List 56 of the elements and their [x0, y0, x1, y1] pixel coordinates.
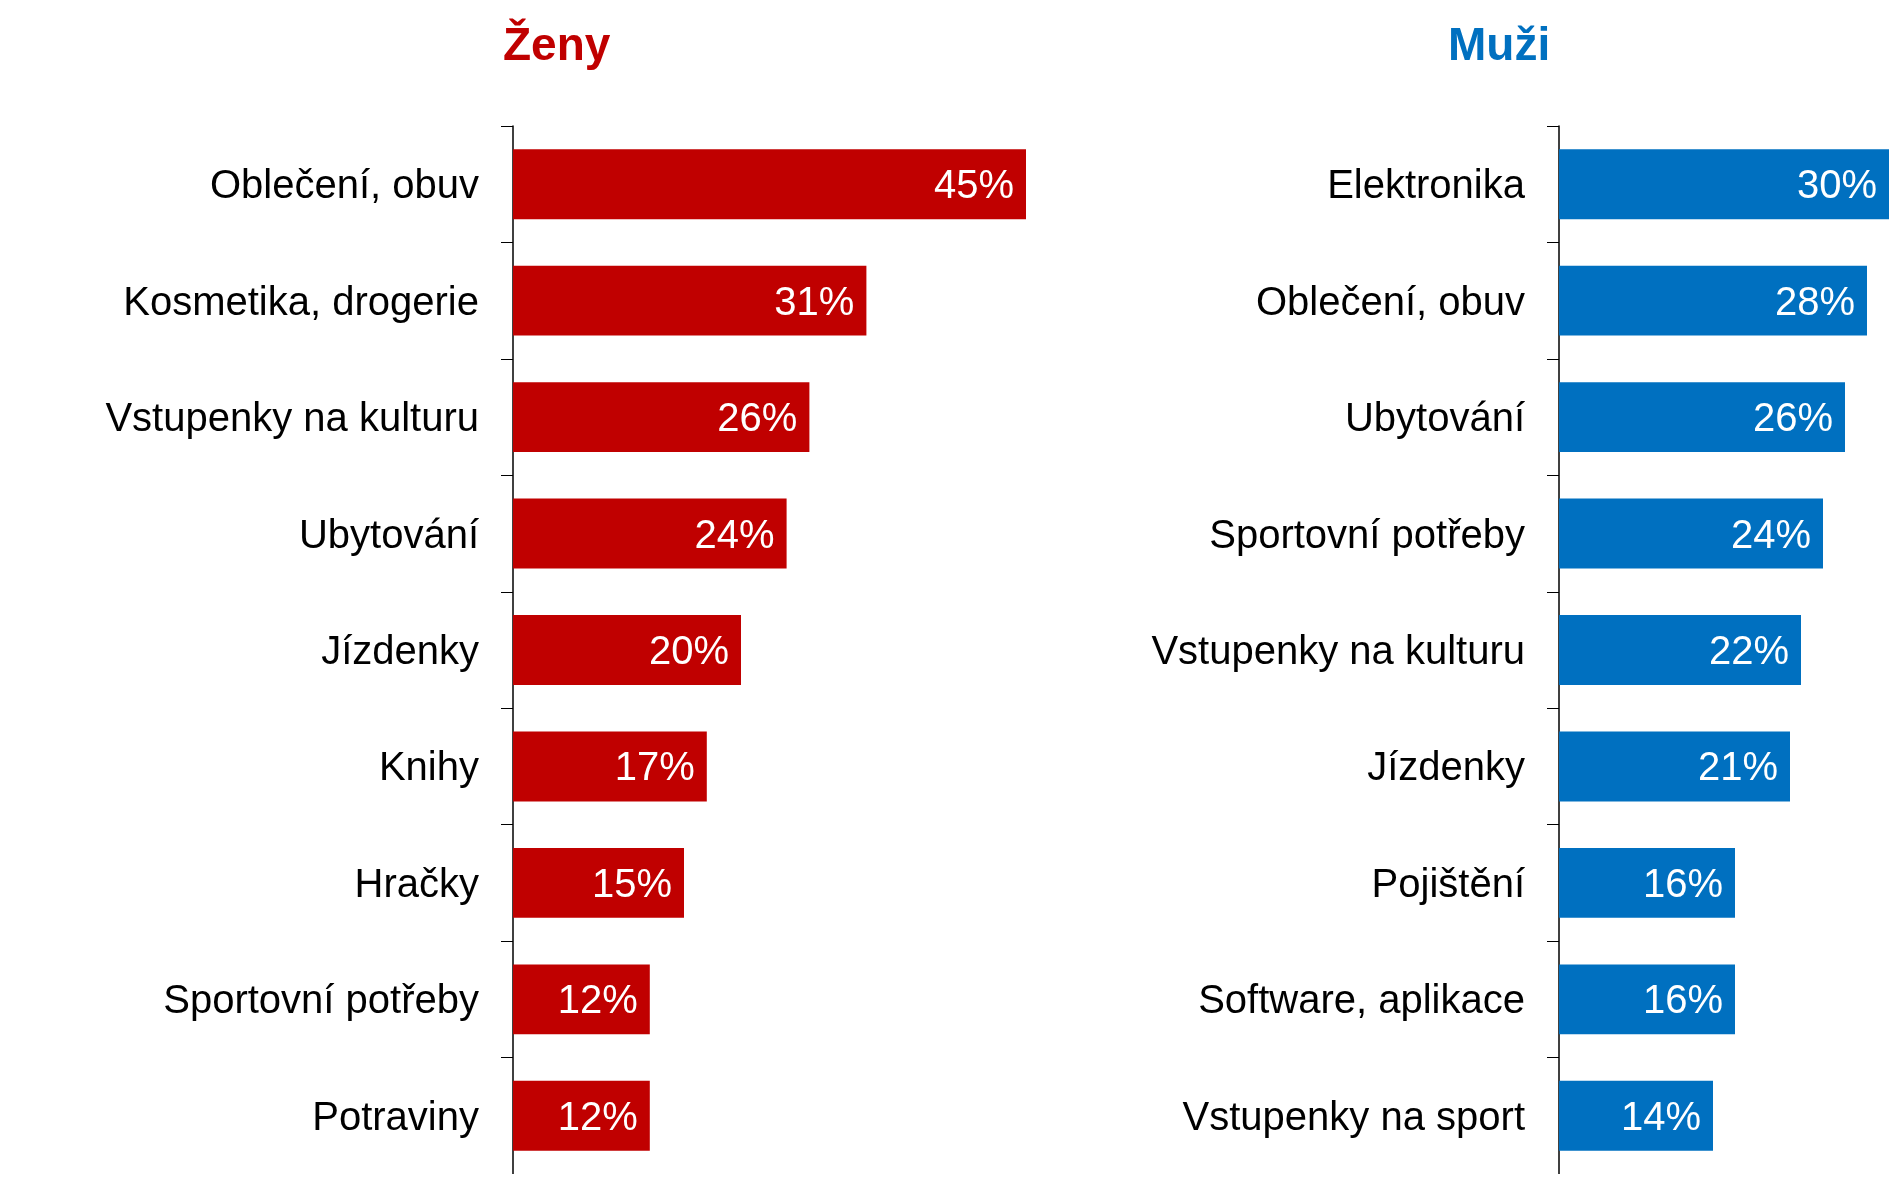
data-label: 28% [1774, 278, 1855, 323]
y-tick-label: Vstupenky na sport [1182, 1093, 1525, 1138]
y-tick-label: Oblečení, obuv [209, 162, 479, 207]
y-tick-label: Hračky [354, 860, 479, 905]
chart-title: Ženy [503, 18, 611, 70]
bar [513, 149, 1026, 220]
data-label: 24% [694, 511, 775, 556]
data-label: 22% [1708, 628, 1789, 672]
data-label: 20% [648, 628, 729, 672]
data-label: 15% [591, 860, 672, 905]
y-tick-label: Vstupenky na kulturu [105, 395, 479, 440]
y-tick-label: Sportovní potřeby [163, 977, 479, 1022]
y-tick-label: Software, aplikace [1198, 977, 1525, 1022]
y-tick-label: Ubytování [298, 511, 479, 556]
bar [1559, 964, 1735, 1035]
data-label: 31% [774, 278, 855, 323]
data-label: 16% [1642, 860, 1723, 905]
bar [513, 382, 810, 453]
y-tick-label: Elektronika [1327, 162, 1526, 207]
data-label: 12% [557, 1093, 638, 1138]
data-label: 45% [933, 162, 1014, 207]
y-tick-label: Jízdenky [1367, 744, 1525, 789]
bar [1559, 382, 1845, 453]
bar [1559, 149, 1889, 220]
data-label: 16% [1642, 977, 1723, 1022]
y-tick-label: Kosmetika, drogerie [123, 278, 479, 323]
data-label: 30% [1796, 162, 1877, 207]
data-label: 24% [1730, 511, 1811, 556]
data-label: 17% [614, 744, 695, 789]
data-label: 26% [717, 395, 798, 440]
y-tick-label: Sportovní potřeby [1209, 511, 1525, 556]
bar [1559, 615, 1801, 685]
bar [513, 498, 787, 569]
y-tick-label: Vstupenky na kulturu [1151, 628, 1525, 672]
bar [1559, 1080, 1713, 1151]
bar [1559, 731, 1790, 802]
bar [1559, 498, 1823, 569]
bar [1559, 847, 1735, 918]
bar [513, 731, 707, 802]
bar [513, 265, 867, 336]
bar [513, 615, 741, 685]
bar [513, 964, 650, 1035]
chart-title: Muži [1448, 18, 1551, 70]
bar [513, 1080, 650, 1151]
data-label: 12% [557, 977, 638, 1022]
y-tick-label: Ubytování [1344, 395, 1525, 440]
data-label: 21% [1697, 744, 1778, 789]
y-tick-label: Jízdenky [321, 628, 479, 672]
y-tick-label: Knihy [378, 744, 479, 789]
bar [513, 847, 684, 918]
data-label: 26% [1752, 395, 1833, 440]
y-tick-label: Potraviny [312, 1093, 479, 1138]
bar [1559, 265, 1867, 336]
data-label: 14% [1620, 1093, 1701, 1138]
y-tick-label: Pojištění [1371, 860, 1525, 905]
y-tick-label: Oblečení, obuv [1255, 278, 1525, 323]
